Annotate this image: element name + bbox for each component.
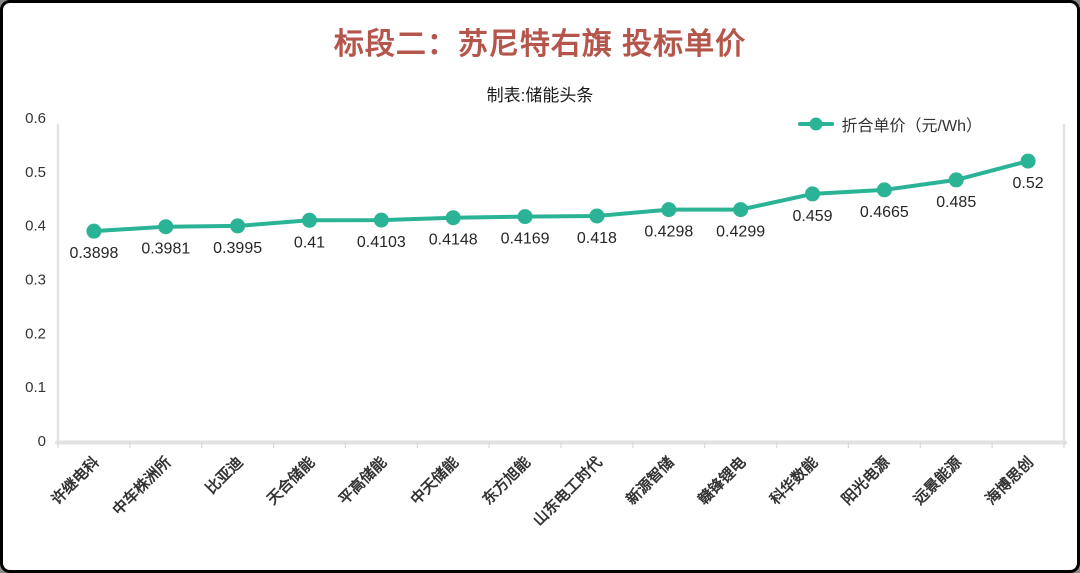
legend-label: 折合单价（元/Wh） <box>841 118 982 135</box>
svg-text:0.3995: 0.3995 <box>213 240 262 257</box>
legend-item[interactable]: 折合单价（元/Wh） <box>797 112 982 136</box>
svg-text:0.459: 0.459 <box>792 208 832 225</box>
chart-title: 标段二：苏尼特右旗 投标单价 <box>333 28 747 61</box>
svg-text:0.5: 0.5 <box>25 164 46 181</box>
svg-text:中天储能: 中天储能 <box>407 453 462 508</box>
svg-text:0.4169: 0.4169 <box>501 231 550 248</box>
svg-text:远景能源: 远景能源 <box>910 453 965 508</box>
line-chart-plot: 0 0.1 0.2 0.3 0.4 0.5 0.6 许继电科 中车株洲所 比亚迪 天合储能 平高储能中… <box>25 110 1067 529</box>
svg-text:0.6: 0.6 <box>25 110 46 127</box>
chart-subtitle: 制表:储能头条 <box>486 86 594 105</box>
svg-text:新源智储: 新源智储 <box>622 453 677 508</box>
svg-text:0.1: 0.1 <box>25 379 46 396</box>
svg-text:中车株洲所: 中车株洲所 <box>109 453 175 519</box>
svg-text:比亚迪: 比亚迪 <box>202 453 247 498</box>
svg-text:0.3: 0.3 <box>25 272 46 289</box>
svg-text:东方旭能: 东方旭能 <box>479 453 534 508</box>
svg-text:0.4665: 0.4665 <box>860 204 909 221</box>
svg-text:0.4148: 0.4148 <box>429 232 478 249</box>
svg-text:科华数能: 科华数能 <box>766 453 821 508</box>
svg-text:许继电科: 许继电科 <box>48 453 103 508</box>
svg-text:天合储能: 天合储能 <box>263 453 318 508</box>
svg-text:山东电工时代: 山东电工时代 <box>529 453 605 529</box>
svg-text:0: 0 <box>38 433 46 450</box>
svg-text:0.418: 0.418 <box>577 230 617 247</box>
svg-text:0.3981: 0.3981 <box>141 241 190 258</box>
svg-text:海博思创: 海博思创 <box>982 453 1037 508</box>
legend-dot-icon <box>809 117 823 131</box>
svg-text:0.4: 0.4 <box>25 218 46 235</box>
svg-text:0.52: 0.52 <box>1013 175 1044 192</box>
legend-line-marker-icon <box>797 117 834 131</box>
svg-text:0.4298: 0.4298 <box>644 224 693 241</box>
svg-text:0.485: 0.485 <box>936 194 976 211</box>
svg-text:0.3898: 0.3898 <box>69 245 118 262</box>
svg-text:0.41: 0.41 <box>294 234 325 251</box>
svg-text:赣锋锂电: 赣锋锂电 <box>694 453 749 508</box>
svg-text:0.4103: 0.4103 <box>357 234 406 251</box>
svg-text:0.4299: 0.4299 <box>716 224 765 241</box>
svg-text:阳光电源: 阳光电源 <box>838 453 893 508</box>
svg-text:0.2: 0.2 <box>25 325 46 342</box>
svg-text:平高储能: 平高储能 <box>335 453 390 508</box>
